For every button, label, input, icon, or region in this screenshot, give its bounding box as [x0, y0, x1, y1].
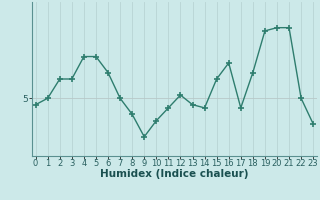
X-axis label: Humidex (Indice chaleur): Humidex (Indice chaleur): [100, 169, 249, 179]
